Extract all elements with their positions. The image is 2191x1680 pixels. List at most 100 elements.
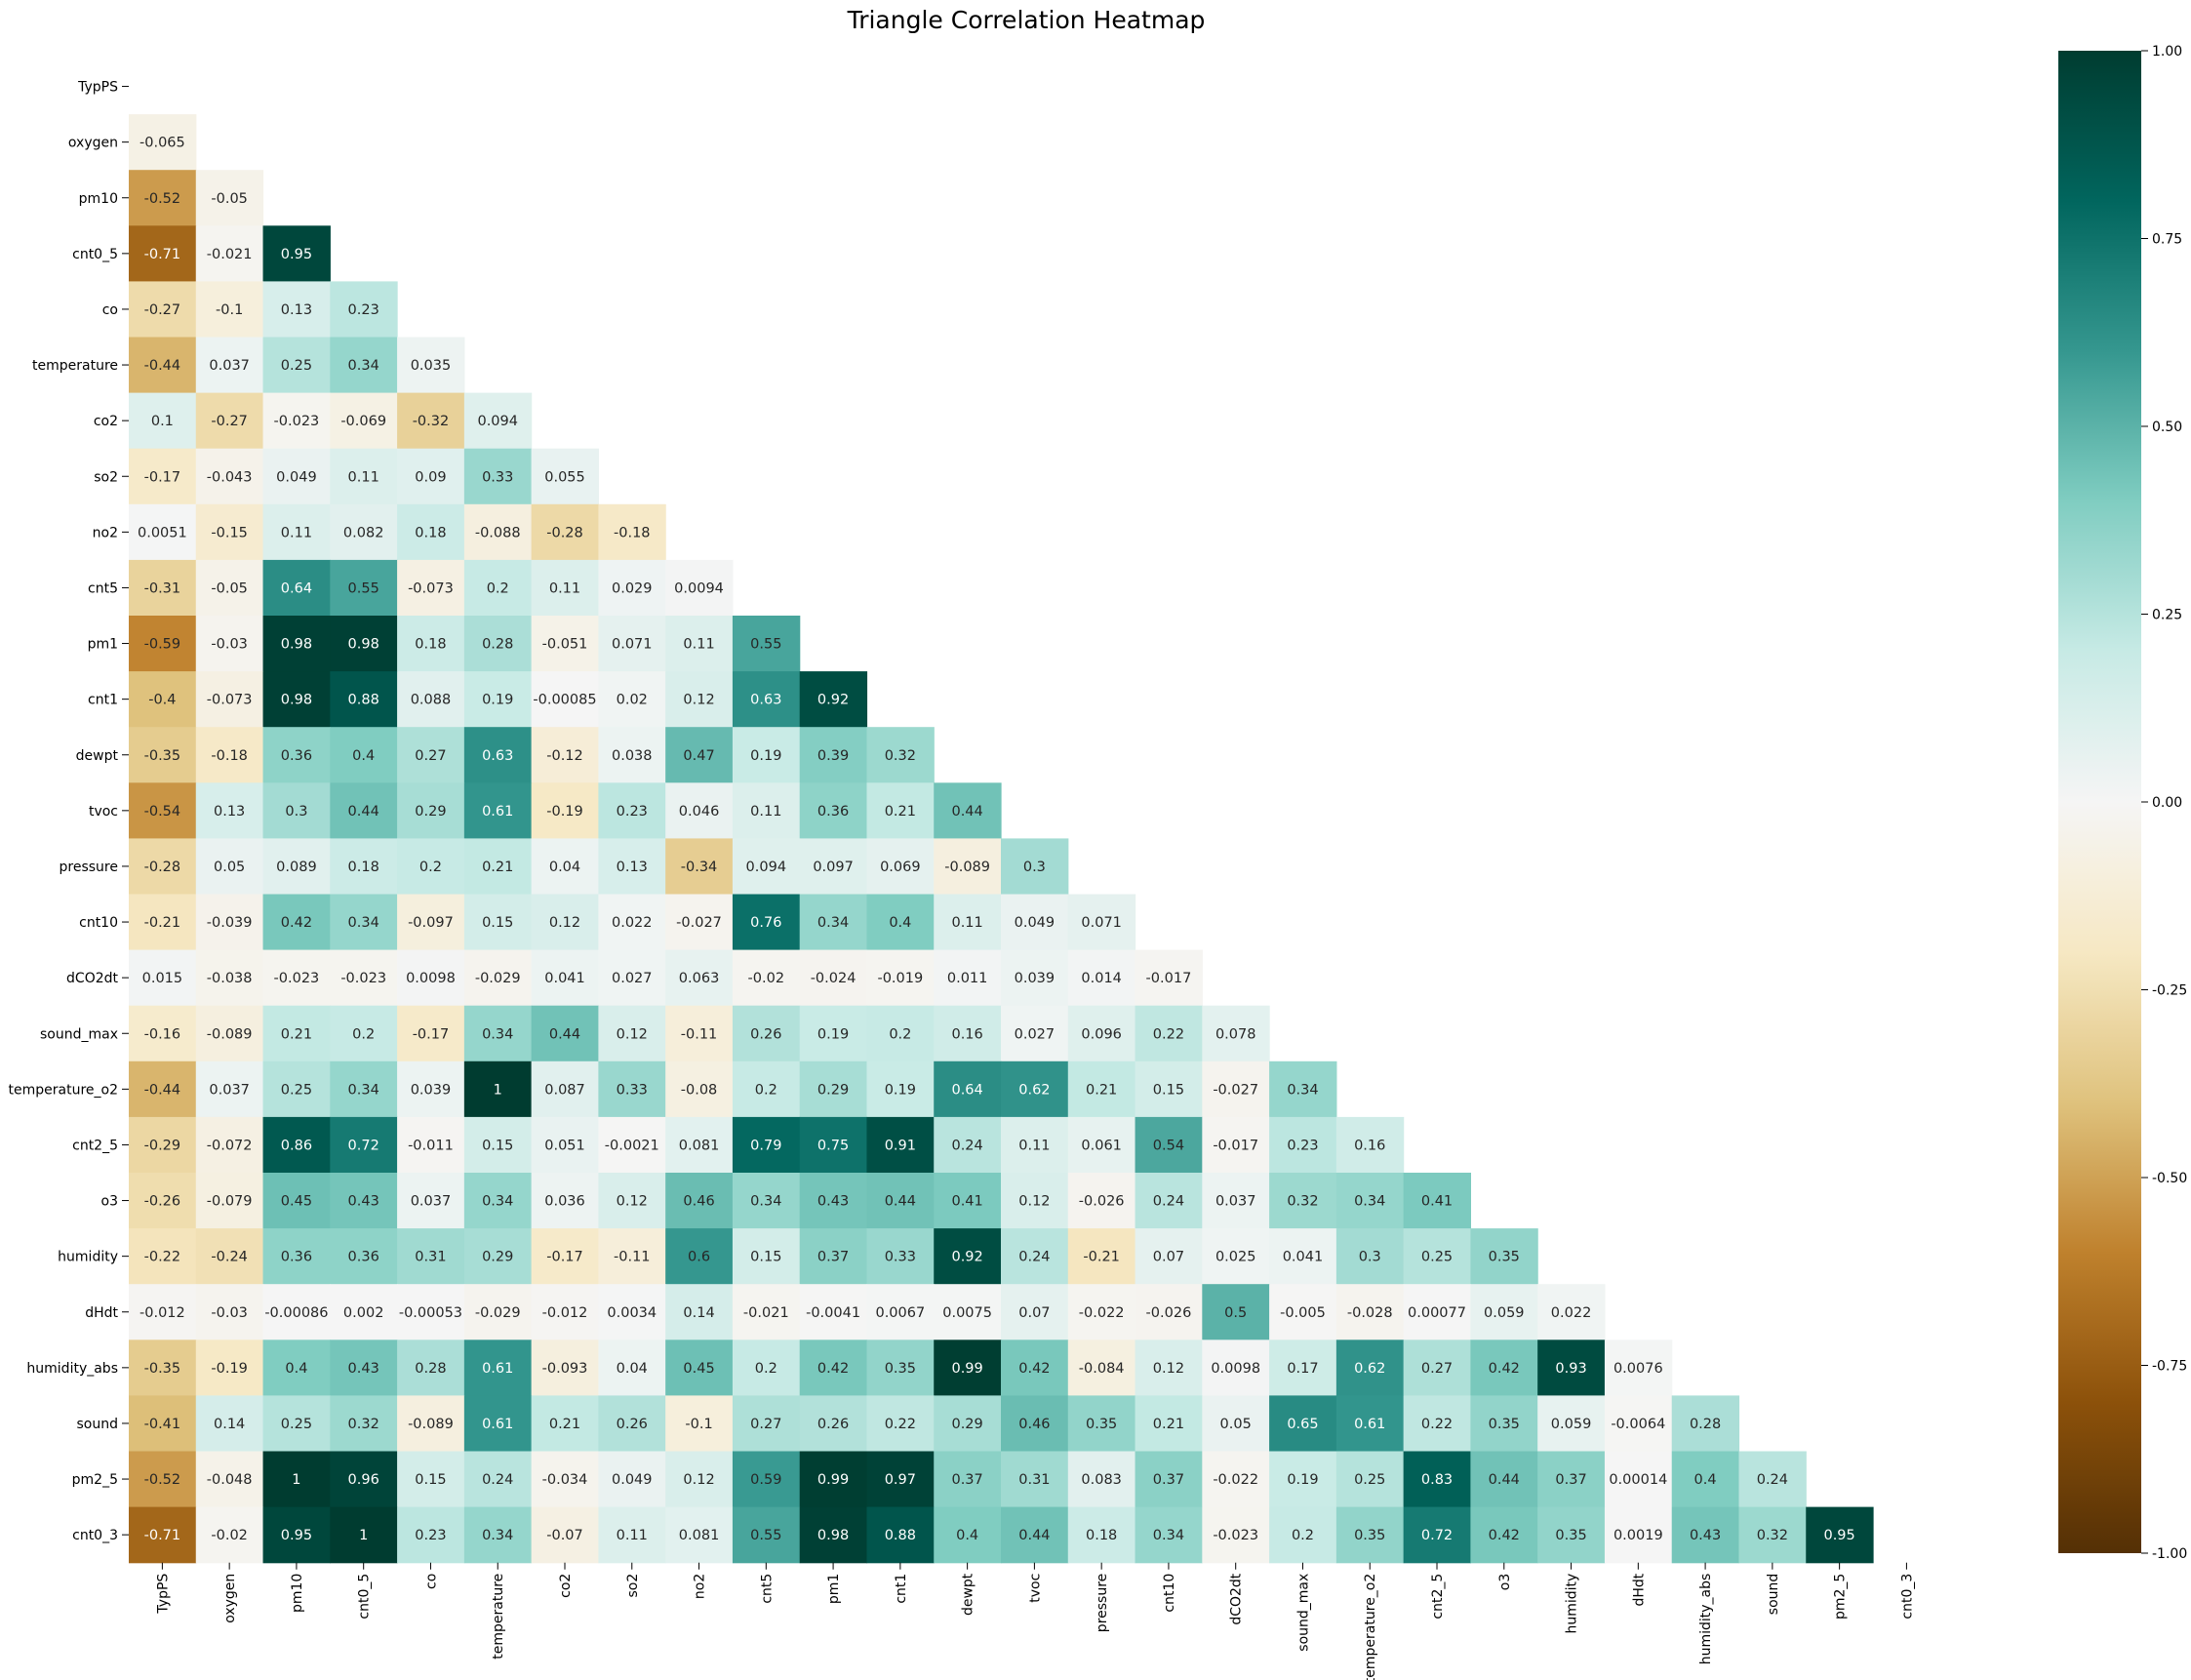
cell-value-label: 0.28 [415,1361,446,1377]
cell-value-label: 0.0051 [138,525,187,540]
heatmap-cell [463,559,533,617]
cell-value-label: 0.55 [750,637,781,653]
cell-value-label: 0.29 [817,1082,849,1098]
cell-value-label: 0.62 [1018,1082,1050,1098]
heatmap-cell [330,782,398,839]
cell-value-label: 0.46 [683,1194,714,1210]
colorbar: -1.00 -0.75 -0.50 -0.25 0.00 0.25 0.50 0.75 1.00 [2058,44,2187,1562]
cell-value-label: 0.22 [1153,1026,1184,1042]
heatmap-cell [665,616,734,672]
heatmap-cell [799,1451,868,1508]
heatmap-cell [129,281,197,339]
heatmap-cell [598,1173,666,1229]
cell-value-label: 0.12 [683,693,714,708]
heatmap-cell [330,503,398,561]
heatmap-cell [1335,1451,1405,1508]
heatmap-cell [1001,1173,1069,1229]
heatmap-cell [665,949,734,1007]
heatmap-cell [1269,1060,1337,1118]
cell-value-label: 0.23 [348,302,379,318]
heatmap-cell [129,448,197,505]
heatmap-cell [129,1340,197,1396]
heatmap-cell [531,1284,599,1340]
heatmap-cell [463,782,533,839]
cell-value-label: 0.1 [151,414,174,429]
cell-value-label: 0.31 [1018,1472,1050,1488]
heatmap-cell [1335,1173,1405,1229]
heatmap-cell [1067,1506,1136,1564]
heatmap-cell [598,949,666,1007]
colorbar-tick-label: 1.00 [2152,44,2182,60]
cell-value-label: 0.98 [281,693,312,708]
heatmap-cell [262,1395,331,1453]
cell-value-label: 0.64 [281,580,312,596]
heatmap-cell [1001,1228,1069,1285]
heatmap-cell [1470,1506,1538,1564]
cell-value-label: 0.21 [885,804,916,820]
heatmap-cell [799,671,868,728]
cell-value-label: -0.71 [144,247,181,262]
cell-value-label: 0.76 [750,915,781,931]
heatmap-cell [531,503,599,561]
heatmap-cell [1470,1284,1538,1340]
heatmap-cell [1202,1395,1270,1453]
heatmap-cell [397,392,465,450]
cell-value-label: 0.059 [1551,1417,1592,1432]
cell-value-label: 0.081 [679,1138,720,1153]
cell-value-label: 0.54 [1153,1138,1184,1153]
heatmap-cell [665,1173,734,1229]
cell-value-label: 0.078 [1215,1026,1256,1042]
heatmap-cell [262,616,331,672]
cell-value-label: 0.022 [612,915,653,931]
heatmap-cell [598,727,666,783]
heatmap-cell [732,949,801,1007]
heatmap-cell [262,949,331,1007]
cell-value-label: 0.061 [1081,1138,1122,1153]
heatmap-cell [732,1506,801,1564]
cell-value-label: 0.21 [549,1417,580,1432]
heatmap-cell [1470,1340,1538,1396]
cell-value-label: 0.081 [679,1528,720,1543]
cell-value-label: 0.35 [1489,1417,1520,1432]
heatmap-cell [866,1395,935,1453]
heatmap-cell [262,1228,331,1285]
cell-value-label: -0.52 [144,1472,181,1488]
cell-value-label: 0.24 [1757,1472,1788,1488]
heatmap-cell [732,1340,801,1396]
cell-value-label: 0.97 [885,1472,916,1488]
heatmap-cell [1470,1228,1538,1285]
heatmap-cell [129,671,197,728]
heatmap-cell [195,838,264,896]
heatmap-cell [463,727,533,783]
cell-value-label: -0.089 [207,1026,253,1042]
cell-value-label: 0.12 [1018,1194,1050,1210]
heatmap-cell [397,1340,465,1396]
heatmap-cell [531,894,599,951]
cell-value-label: 0.23 [415,1528,446,1543]
cell-value-label: 0.32 [348,1417,379,1432]
heatmap-cell [463,1451,533,1508]
cell-value-label: 0.16 [951,1026,982,1042]
heatmap-cell [397,838,465,896]
heatmap-cell [866,1116,935,1174]
heatmap-cell [598,503,666,561]
heatmap-cell [732,1284,801,1340]
heatmap-cell [531,671,599,728]
heatmap-cell [397,894,465,951]
cell-value-label: 0.26 [617,1417,648,1432]
cell-value-label: 0.19 [482,693,513,708]
heatmap-cell [732,1060,801,1118]
cell-value-label: 0.011 [947,971,988,986]
cell-value-label: 0.44 [549,1026,580,1042]
heatmap-cell [866,1340,935,1396]
cell-value-label: 0.91 [885,1138,916,1153]
heatmap-cell [262,225,331,282]
heatmap-cell [195,1451,264,1508]
cell-value-label: 0.038 [612,748,653,764]
heatmap-cell [463,671,533,728]
heatmap-cell [129,170,197,226]
heatmap-cell [1604,1395,1673,1453]
heatmap-cells: -0.065-0.52 -0.05-0.71 -0.021 0.95-0.27 -0.1… [129,114,1874,1564]
cell-value-label: 0.13 [281,302,312,318]
cell-value-label: 0.31 [415,1250,446,1265]
